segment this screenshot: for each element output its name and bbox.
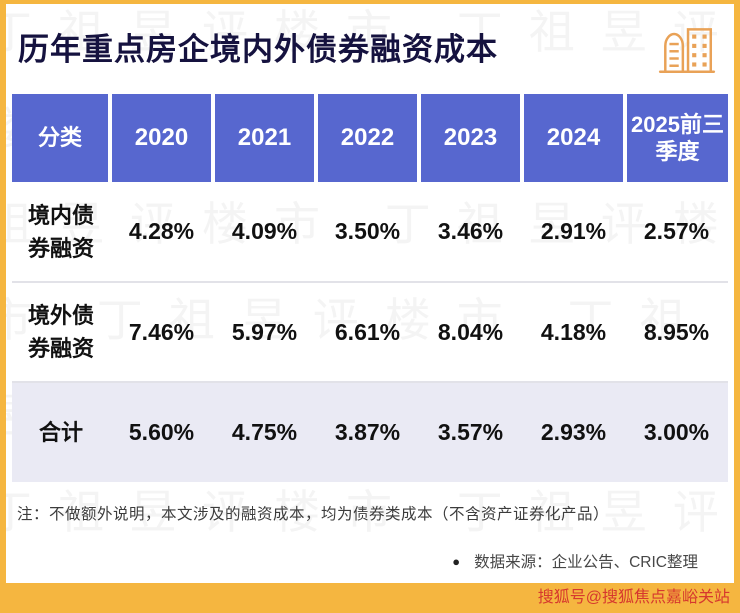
footer-account-label: 搜狐号@搜狐焦点嘉峪关站 xyxy=(537,589,730,606)
table-row: 境外债券融资 7.46% 5.97% 6.61% 8.04% 4.18% 8.95% xyxy=(12,282,728,382)
column-header: 2022 xyxy=(314,94,419,182)
value-cell: 5.97% xyxy=(231,318,298,345)
row-label: 境外债券融资 xyxy=(27,303,94,361)
value-cell: 2.93% xyxy=(540,419,607,445)
page-title: 历年重点房企境内外债券融资成本 xyxy=(18,32,498,67)
value-cell: 4.18% xyxy=(540,318,607,345)
data-source-line: ● 数据来源：企业公告、CRIC整理 xyxy=(6,550,734,572)
row-label: 境内债券融资 xyxy=(27,202,94,261)
column-header: 2021 xyxy=(211,94,316,182)
value-cell: 3.46% xyxy=(437,218,504,244)
value-cell: 4.09% xyxy=(231,218,298,244)
value-cell: 2.57% xyxy=(643,218,710,244)
title-row: 历年重点房企境内外债券融资成本 xyxy=(6,4,734,80)
footnote: 注：不做额外说明，本文涉及的融资成本，均为债券类成本（不含资产证券化产品） xyxy=(17,506,610,523)
table-row: 境内债券融资 4.28% 4.09% 3.50% 3.46% 2.91% 2.57% xyxy=(12,182,728,282)
value-cell: 3.00% xyxy=(643,419,710,445)
value-cell: 3.50% xyxy=(334,218,401,244)
infographic-panel: 丁祖昱评楼市 丁祖昱评楼市 丁祖昱评楼市 丁祖昱评楼市 丁祖昱评楼市 丁祖昱评楼… xyxy=(6,4,734,583)
buildings-icon xyxy=(656,18,718,80)
column-header: 分类 xyxy=(12,94,110,182)
footer-bar: 搜狐号@搜狐焦点嘉峪关站 xyxy=(0,583,740,613)
value-cell: 8.04% xyxy=(437,318,504,345)
table-row: 合计 5.60% 4.75% 3.87% 3.57% 2.93% 3.00% xyxy=(12,382,728,482)
value-cell: 6.61% xyxy=(334,318,401,345)
column-header: 2023 xyxy=(417,94,522,182)
value-cell: 3.57% xyxy=(437,419,504,445)
value-cell: 4.28% xyxy=(128,218,195,244)
value-cell: 2.91% xyxy=(540,218,607,244)
column-header: 2025前三季度 xyxy=(623,94,728,182)
table-header-row: 分类 2020 2021 2022 2023 2024 2025前三季度 xyxy=(12,94,728,182)
column-header: 2020 xyxy=(108,94,213,182)
table-body: 境内债券融资 4.28% 4.09% 3.50% 3.46% 2.91% 2.57% 境外债券… xyxy=(12,182,728,482)
value-cell: 5.60% xyxy=(128,419,195,445)
financing-cost-table: 分类 2020 2021 2022 2023 2024 2025前三季度 境内债券融资 4.2… xyxy=(12,94,728,482)
value-cell: 7.46% xyxy=(128,318,195,345)
row-label: 合计 xyxy=(38,420,83,445)
data-source-text: 数据来源：企业公告、CRIC整理 xyxy=(474,554,698,571)
value-cell: 3.87% xyxy=(334,419,401,445)
column-header: 2024 xyxy=(520,94,625,182)
bullet-icon: ● xyxy=(452,554,461,569)
value-cell: 4.75% xyxy=(231,419,298,445)
value-cell: 8.95% xyxy=(643,318,710,345)
